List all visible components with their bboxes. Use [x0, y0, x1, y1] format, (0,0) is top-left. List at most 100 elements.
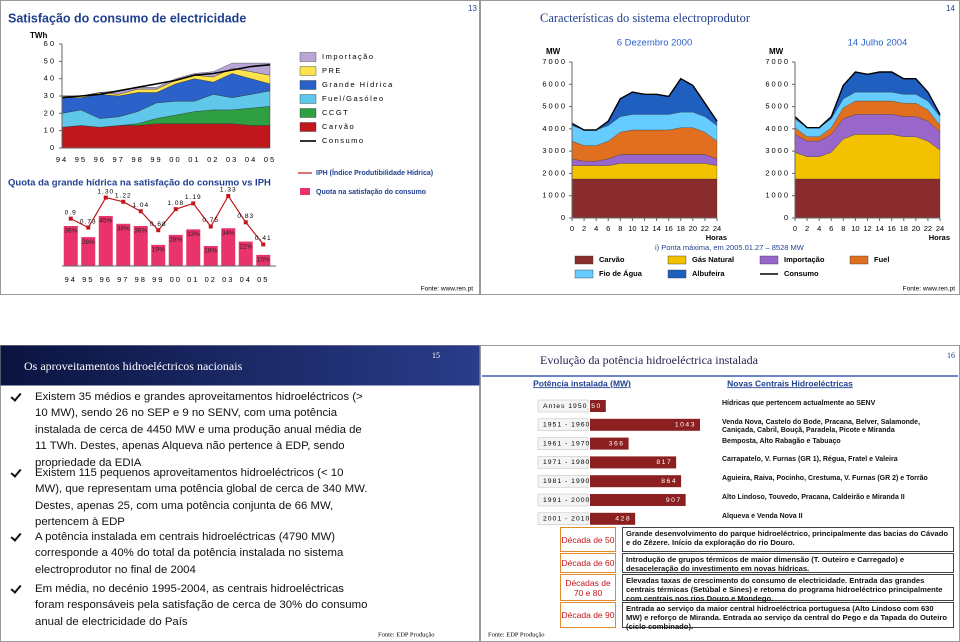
data-label: 10% [257, 257, 270, 264]
data-label: 0.68 [150, 221, 167, 228]
y-tick-label: 0 [784, 213, 790, 222]
x-tick-label: 97 [117, 275, 129, 284]
x-tick-label: 10 [851, 224, 859, 233]
x-tick-label: 00 [169, 155, 181, 164]
x-tick-label: 22 [701, 224, 709, 233]
data-label: 36% [64, 228, 77, 235]
x-tick-label: 16 [664, 224, 672, 233]
y-tick-label: 2000 [542, 168, 567, 177]
marker [156, 228, 161, 233]
column-header: Novas Centrais Hidroeléctricas [727, 378, 853, 388]
row-label: 1981 - 1990 [543, 478, 590, 485]
x-tick-label: 01 [187, 275, 199, 284]
marker [173, 207, 178, 212]
data-label: 907 [666, 497, 682, 504]
legend-label: Fio de Água [599, 269, 643, 278]
x-tick-label: 12 [863, 224, 871, 233]
data-label: 1043 [675, 422, 696, 429]
data-label: 0.73 [80, 218, 97, 225]
x-tick-label: 05 [257, 275, 269, 284]
line [571, 77, 718, 131]
bar [186, 229, 201, 266]
bar [590, 475, 682, 488]
x-tick-label: 14 [652, 224, 660, 233]
row-label-box [537, 456, 589, 469]
x-tick-label: 18 [900, 224, 908, 233]
legend-swatch [574, 269, 594, 279]
decade-label: Década de 90 [560, 602, 616, 628]
x-tick-label: 8 [841, 224, 845, 233]
source: Fonte: EDP Produção [488, 631, 544, 638]
decade-label: Década de 50 [560, 527, 616, 552]
plant-list: Carrapatelo, V. Furnas (GR 1), Régua, Fr… [722, 456, 898, 464]
x-tick-label: 12 [640, 224, 648, 233]
y-tick-label: 50 [44, 56, 56, 65]
marker [103, 195, 108, 200]
row-label: Antes 1950 [543, 403, 587, 410]
bar [238, 241, 253, 266]
legend-label: Carvão [322, 122, 355, 131]
data-label: 864 [661, 478, 677, 485]
x-tick-label: 6 [606, 224, 610, 233]
bullet-text: A potência instalada em centrais hidroel… [35, 531, 344, 576]
legend-label: Fuel/Gasóleo [322, 94, 385, 103]
page-number: 15 [432, 351, 440, 360]
chart-title: 6 Dezembro 2000 [617, 38, 693, 49]
y-tick-label: 6000 [765, 79, 790, 88]
y-tick-label: 40 [44, 74, 56, 83]
y-tick-label: 5000 [765, 102, 790, 111]
legend-swatch [299, 94, 317, 104]
data-label: 34% [222, 230, 235, 237]
legend-label: Carvão [599, 255, 625, 264]
marker [86, 225, 91, 230]
row-label-box [537, 474, 589, 488]
x-tick-label: 96 [94, 155, 106, 164]
legend-swatch [299, 80, 317, 90]
chart-title: 14 Julho 2004 [848, 38, 908, 49]
bullet-text: Existem 35 médios e grandes aproveitamen… [35, 391, 363, 469]
y-tick-label: 4000 [765, 124, 790, 133]
x-tick-label: 24 [713, 224, 721, 233]
y-tick-label: 60 [44, 39, 56, 48]
data-label: 1.04 [132, 202, 149, 209]
bar [168, 234, 183, 266]
y-tick-label: 4000 [542, 124, 567, 133]
data-label: 1.08 [167, 200, 184, 207]
legend-swatch [299, 108, 317, 118]
x-tick-label: 22 [924, 224, 932, 233]
y-tick-label: 0 [50, 143, 56, 152]
page-number: 13 [468, 4, 477, 13]
x-tick-label: 00 [170, 275, 182, 284]
x-tick-label: 01 [188, 155, 200, 164]
row-label: 1991 - 2000 [543, 497, 590, 504]
legend-label: Gás Natural [692, 255, 734, 264]
x-tick-label: 0 [570, 224, 574, 233]
marker [243, 220, 248, 225]
x-tick-label: 16 [887, 224, 895, 233]
y-tick-label: 30 [44, 91, 56, 100]
axis-label: MW [769, 47, 784, 56]
bullet-text: Em média, no decénio 1995-2004, as centr… [35, 583, 368, 628]
data-label: 26% [82, 239, 95, 246]
legend-swatch [299, 122, 317, 132]
y-tick-label: 3000 [542, 146, 567, 155]
x-tick-label: 95 [75, 155, 87, 164]
bar [116, 223, 131, 266]
page-number: 16 [947, 351, 955, 360]
y-tick-label: 3000 [765, 146, 790, 155]
decade-text: Entrada ao serviço da maior central hidr… [622, 602, 954, 631]
x-tick-label: 24 [936, 224, 944, 233]
data-label: 428 [615, 516, 631, 523]
bar [98, 216, 113, 266]
source: Fonte: EDP Produção [378, 631, 434, 638]
x-tick-label: 2 [582, 224, 586, 233]
y-tick-label: 7000 [542, 57, 567, 66]
legend-label: CCGT [322, 108, 349, 117]
bar [590, 494, 686, 506]
data-label: 33% [187, 231, 200, 238]
row-label: 1961 - 1970 [543, 440, 590, 447]
bullet-text: Existem 115 pequenos aproveitamentos hid… [35, 467, 368, 529]
x-tick-label: 04 [245, 155, 257, 164]
y-tick-label: 0 [561, 213, 567, 222]
x-tick-label: 02 [207, 155, 219, 164]
